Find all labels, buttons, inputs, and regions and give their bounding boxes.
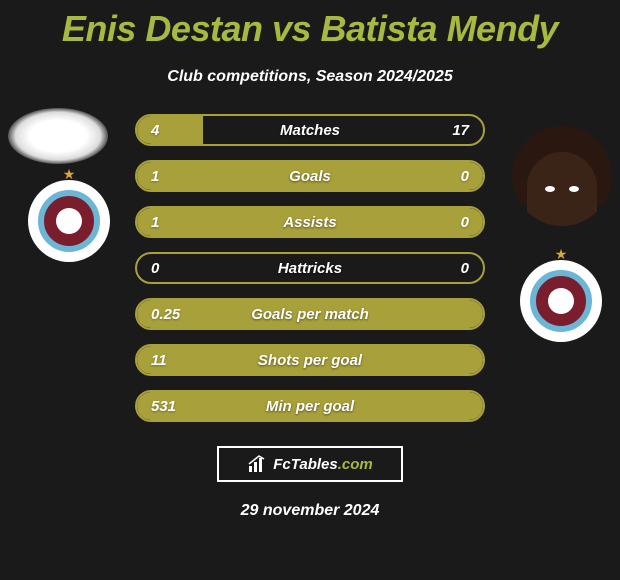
stat-row: 1 Assists 0 (135, 206, 485, 238)
stats-container: 4 Matches 17 1 Goals 0 1 Assists 0 0 Hattricks 0 0.2… (135, 114, 485, 422)
stat-right-value: 0 (461, 168, 469, 185)
page-title: Enis Destan vs Batista Mendy (0, 0, 620, 50)
stat-label: Shots per goal (258, 352, 362, 369)
club-left-badge: ★ (28, 180, 110, 262)
stat-right-value: 0 (461, 214, 469, 231)
stat-left-value: 4 (151, 122, 159, 139)
stat-label: Hattricks (278, 260, 342, 277)
stat-row: 11 Shots per goal (135, 344, 485, 376)
date-label: 29 november 2024 (0, 502, 620, 520)
star-icon: ★ (63, 166, 76, 183)
stat-label: Goals per match (251, 306, 369, 323)
stat-fill (137, 116, 203, 144)
brand-badge: FcTables.com (217, 446, 403, 482)
stat-left-value: 531 (151, 398, 176, 415)
stat-label: Min per goal (266, 398, 354, 415)
stat-row: 531 Min per goal (135, 390, 485, 422)
star-icon: ★ (555, 246, 568, 263)
stat-left-value: 11 (151, 352, 167, 369)
stat-left-value: 1 (151, 168, 159, 185)
brand-text: FcTables.com (273, 456, 372, 473)
chart-icon (247, 454, 267, 474)
stat-row: 0 Hattricks 0 (135, 252, 485, 284)
club-right-badge: ★ (520, 260, 602, 342)
stat-label: Matches (280, 122, 340, 139)
stat-left-value: 1 (151, 214, 159, 231)
stat-label: Assists (283, 214, 336, 231)
player-left-avatar (8, 108, 108, 164)
stat-row: 4 Matches 17 (135, 114, 485, 146)
stat-left-value: 0 (151, 260, 159, 277)
stat-row: 1 Goals 0 (135, 160, 485, 192)
player-right-avatar (512, 126, 612, 226)
stat-right-value: 17 (452, 122, 469, 139)
stat-left-value: 0.25 (151, 306, 180, 323)
subtitle: Club competitions, Season 2024/2025 (0, 68, 620, 86)
stat-label: Goals (289, 168, 331, 185)
stat-row: 0.25 Goals per match (135, 298, 485, 330)
stat-right-value: 0 (461, 260, 469, 277)
